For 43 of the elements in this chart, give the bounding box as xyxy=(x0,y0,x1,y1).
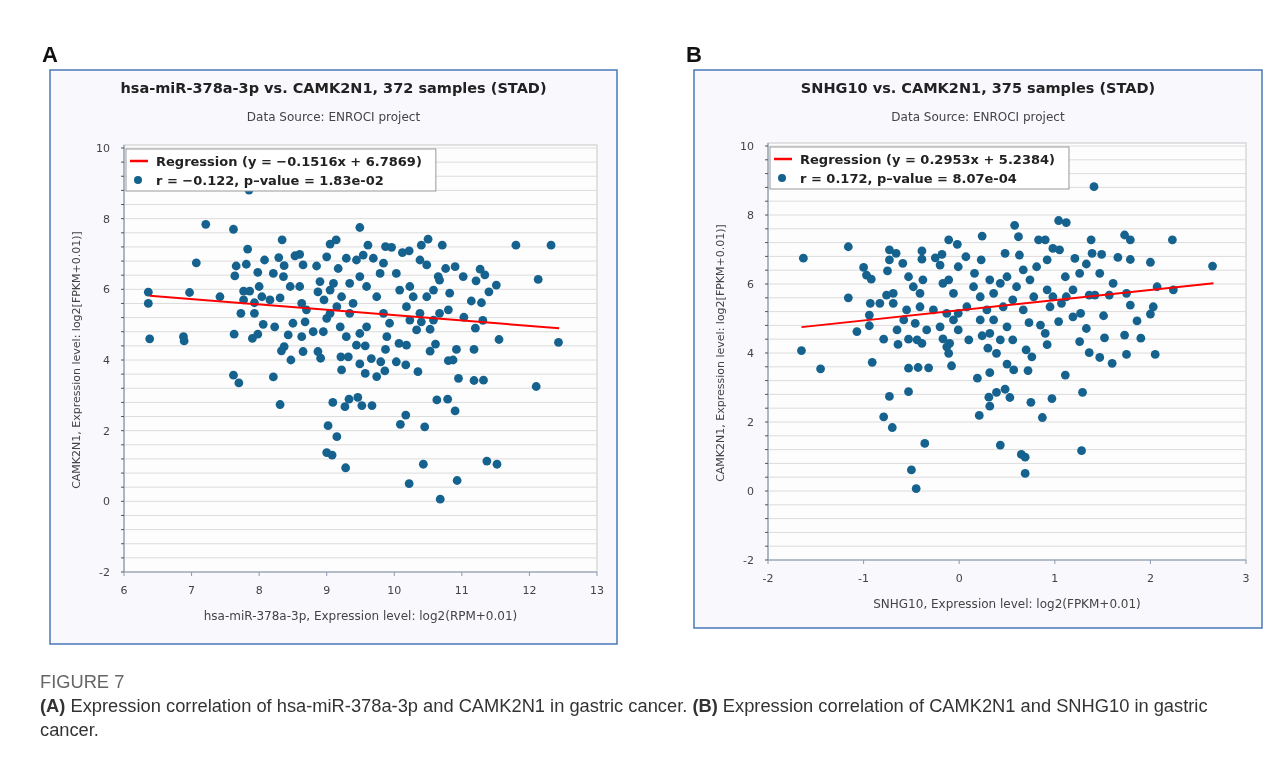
legend-label: Regression (y = −0.1516x + 6.7869) xyxy=(156,154,422,169)
caption: FIGURE 7 xyxy=(40,671,125,692)
x-tick-label: 11 xyxy=(454,584,469,597)
text: B xyxy=(686,42,702,67)
x-tick-label: 1 xyxy=(1051,572,1059,585)
x-tick-label: 3 xyxy=(1242,572,1250,585)
chart-title: SNHG10 vs. CAMK2N1, 375 samples (STAD) xyxy=(800,80,1156,96)
text: (A) Expression correlation of hsa-miR-378a-3p and CAMK2N1 in gastric cancer. (B) Expression correlation of CAMK2N1 and SNHG10 in gastric cancer. xyxy=(40,695,1208,740)
x-tick-label: 7 xyxy=(188,584,196,597)
y-tick-label: 10 xyxy=(740,140,754,153)
x-tick-label: 8 xyxy=(255,584,263,597)
y-tick-label: 2 xyxy=(747,416,754,429)
y-tick-label: 6 xyxy=(747,278,754,291)
legend-label: r = 0.172, p–value = 8.07e-04 xyxy=(800,171,1017,186)
text: A xyxy=(42,42,58,67)
y-tick-label: 0 xyxy=(747,485,754,498)
x-tick-label: 2 xyxy=(1146,572,1154,585)
y-tick-label: 0 xyxy=(103,495,110,509)
x-tick-label: -1 xyxy=(858,572,870,585)
x-tick-label: 9 xyxy=(323,584,331,597)
x-axis-title: SNHG10, Expression level: log2(FPKM+0.01) xyxy=(873,597,1141,611)
y-tick-label: 8 xyxy=(747,209,754,222)
chart-subtitle: Data Source: ENROCI project xyxy=(891,110,1065,124)
legend-label: r = −0.122, p–value = 1.83e-02 xyxy=(156,173,384,188)
x-tick-label: 12 xyxy=(522,584,537,597)
x-tick-label: 0 xyxy=(955,572,963,585)
y-axis-title: CAMK2N1, Expression level: log2[FPKM+0.01)] xyxy=(714,224,727,482)
y-tick-label: 4 xyxy=(747,347,754,360)
chart-subtitle: Data Source: ENROCI project xyxy=(246,110,421,124)
x-axis-title: hsa-miR-378a-3p, Expression level: log2(RPM+0.01) xyxy=(203,609,518,623)
y-tick-label: 4 xyxy=(103,354,110,367)
legend-label: Regression (y = 0.2953x + 5.2384) xyxy=(800,152,1055,167)
x-tick-label: -2 xyxy=(762,572,774,585)
y-tick-label: 6 xyxy=(103,283,110,297)
y-tick-label: 10 xyxy=(96,142,110,155)
x-tick-label: 10 xyxy=(387,584,402,597)
x-tick-label: 6 xyxy=(120,584,128,597)
y-tick-label: 8 xyxy=(103,212,110,226)
y-tick-label: 2 xyxy=(103,424,110,438)
chart-title: hsa-miR-378a-3p vs. CAMK2N1, 372 samples (STAD) xyxy=(120,80,547,96)
y-tick-label: -2 xyxy=(743,554,754,567)
x-tick-label: 13 xyxy=(590,584,604,597)
y-axis-title: CAMK2N1, Expression level: log2[FPKM+0.01)] xyxy=(70,231,83,489)
